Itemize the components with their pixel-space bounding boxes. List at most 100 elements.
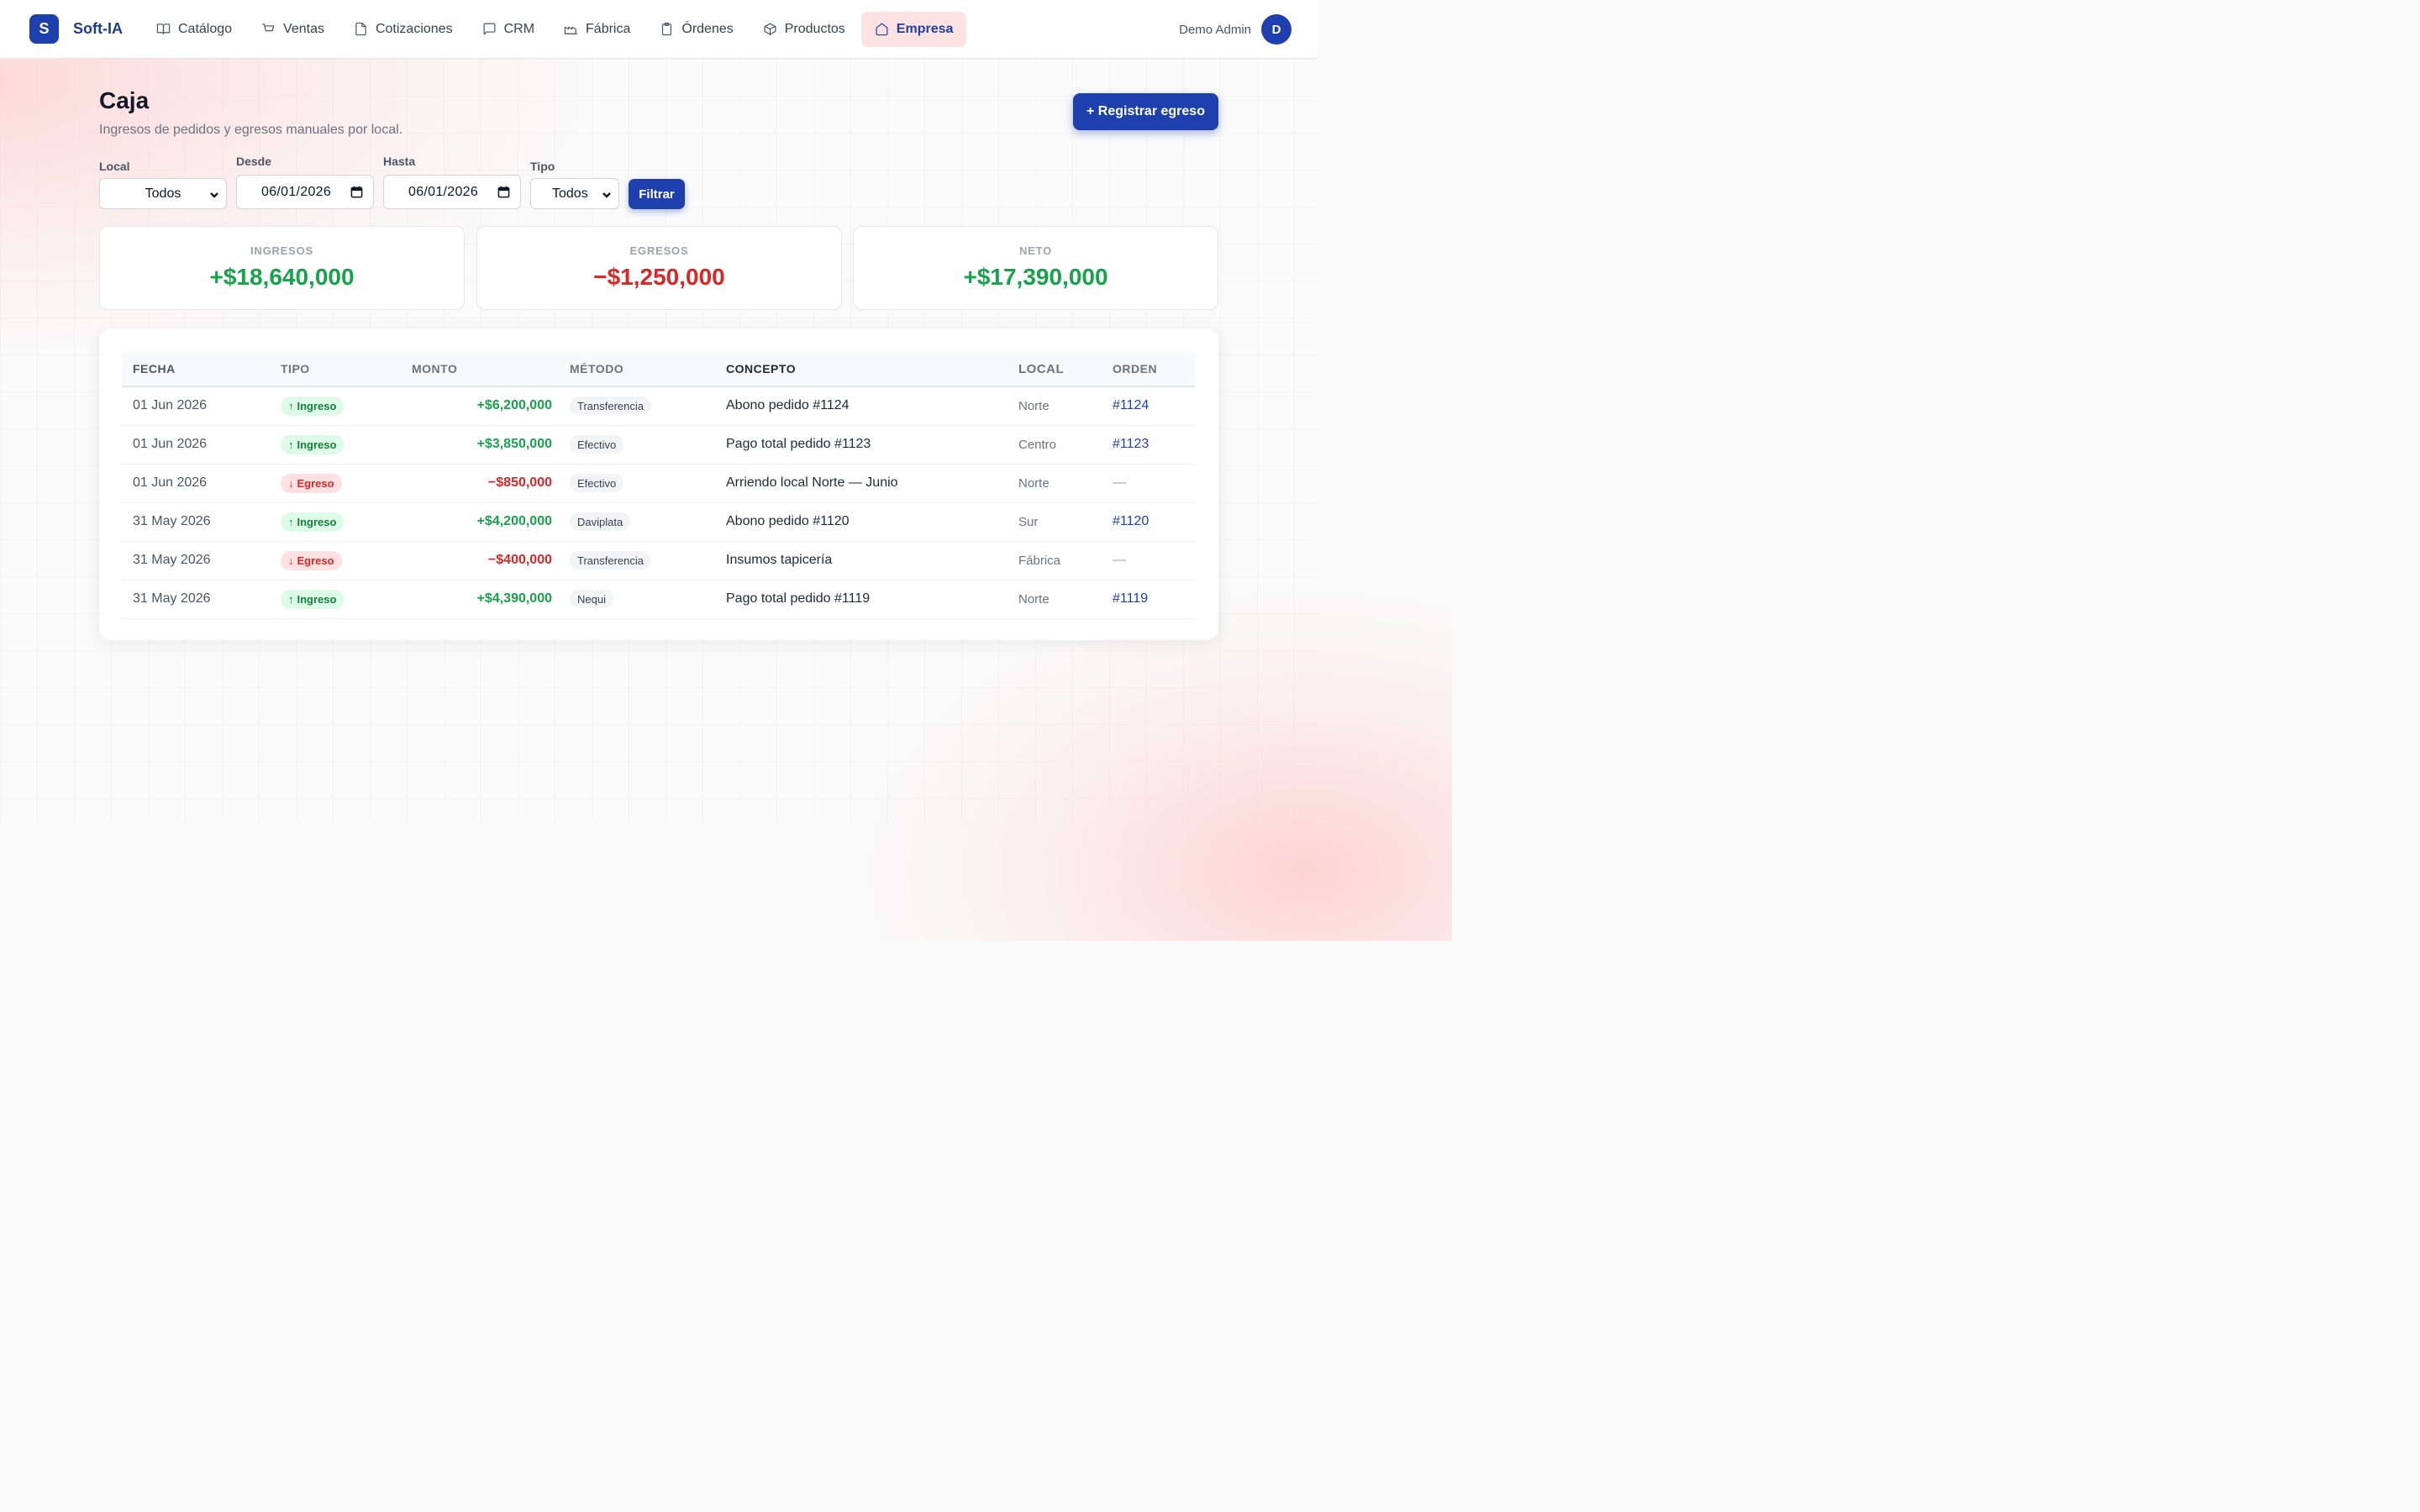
tipo-badge: ↑ Ingreso	[281, 434, 345, 454]
header-concepto[interactable]: CONCEPTO	[726, 362, 797, 375]
tipo-badge: ↑ Ingreso	[281, 396, 345, 416]
metodo-badge: Transferencia	[570, 396, 651, 416]
local-label: Local	[99, 160, 130, 173]
nav-item-label: Catálogo	[177, 21, 233, 36]
user-menu[interactable]: Demo Admin D	[1179, 14, 1292, 45]
transactions-table: FECHA TIPO MONTO MÉTODO CONCEPTO LOCAL O…	[122, 352, 1196, 619]
document-icon	[355, 22, 366, 36]
table-row[interactable]: 01 Jun 2026 ↑ Ingreso +$6,200,000 Transferen…	[122, 386, 1196, 425]
tipo-badge-label: Ingreso	[297, 515, 337, 528]
calendar-icon[interactable]	[350, 186, 363, 198]
nav-item-catalogo[interactable]: Catálogo	[143, 12, 245, 47]
cell-monto: −$400,000	[487, 553, 552, 567]
nav-item-ordenes[interactable]: Órdenes	[646, 12, 746, 47]
app-name: Soft-IA	[73, 20, 123, 37]
chat-icon	[483, 23, 496, 35]
cell-monto: +$3,850,000	[476, 437, 552, 451]
app-logo[interactable]: S Soft-IA	[29, 14, 123, 44]
background-glow	[864, 588, 1452, 941]
header-local[interactable]: LOCAL	[1018, 361, 1065, 376]
order-link[interactable]: #1124	[1113, 398, 1150, 413]
tipo-label: Tipo	[530, 160, 555, 173]
metodo-badge: Efectivo	[570, 435, 624, 454]
cell-local: Norte	[1018, 591, 1050, 606]
cell-monto: +$4,200,000	[476, 514, 552, 528]
cell-monto: +$4,390,000	[476, 591, 552, 606]
cell-metodo: Efectivo	[570, 425, 726, 464]
nav-item-ventas[interactable]: Ventas	[248, 12, 338, 47]
cell-metodo: Efectivo	[570, 464, 726, 502]
cell-tipo: ↑ Ingreso	[281, 425, 412, 464]
header-orden[interactable]: ORDEN	[1113, 362, 1158, 375]
cell-fecha: 31 May 2026	[133, 553, 211, 567]
arrow-down-icon: ↓	[288, 554, 294, 567]
table-row[interactable]: 31 May 2026 ↑ Ingreso +$4,390,000 Nequi Pago …	[122, 580, 1196, 618]
box-icon	[764, 23, 776, 36]
calendar-icon[interactable]	[497, 186, 510, 198]
tipo-select[interactable]: Todos	[530, 178, 619, 209]
cell-metodo: Daviplata	[570, 502, 726, 541]
header-metodo[interactable]: MÉTODO	[570, 362, 624, 375]
nav-item-label: Fábrica	[586, 21, 631, 36]
clipboard-icon	[662, 22, 672, 36]
ingresos-value: +$18,640,000	[209, 264, 355, 290]
cell-tipo: ↑ Ingreso	[281, 386, 412, 425]
desde-label: Desde	[236, 155, 272, 168]
cell-local: Centro	[1018, 437, 1057, 452]
table-row[interactable]: 31 May 2026 ↓ Egreso −$400,000 Transferencia…	[122, 541, 1196, 580]
register-expense-button[interactable]: + Registrar egreso	[1073, 93, 1218, 130]
cell-tipo: ↑ Ingreso	[281, 580, 412, 618]
cell-monto: −$850,000	[487, 475, 552, 490]
tipo-badge-label: Egreso	[297, 554, 334, 567]
cell-concepto: Insumos tapicería	[726, 553, 833, 567]
table-row[interactable]: 01 Jun 2026 ↓ Egreso −$850,000 Efectivo Arrie…	[122, 464, 1196, 502]
local-select[interactable]: Todos	[99, 178, 227, 209]
cell-local: Fábrica	[1018, 553, 1061, 568]
avatar[interactable]: D	[1261, 14, 1292, 45]
hasta-date-input[interactable]: 06/01/2026	[383, 175, 521, 209]
nav-item-empresa[interactable]: Empresa	[860, 11, 967, 47]
factory-icon	[564, 26, 578, 34]
page-title: Caja	[99, 87, 150, 113]
order-link[interactable]: #1119	[1113, 591, 1149, 606]
tipo-badge: ↑ Ingreso	[281, 589, 345, 609]
tipo-badge-label: Egreso	[297, 476, 334, 490]
cell-local: Sur	[1018, 514, 1039, 529]
nav-item-productos[interactable]: Productos	[750, 12, 859, 47]
cell-orden: #1124	[1113, 386, 1196, 425]
nav-item-label: Ventas	[283, 21, 324, 36]
nav-item-crm[interactable]: CRM	[469, 12, 548, 47]
cell-local: Norte	[1018, 398, 1050, 413]
order-link[interactable]: #1123	[1113, 437, 1150, 451]
cell-metodo: Transferencia	[570, 541, 726, 580]
neto-value: +$17,390,000	[963, 264, 1108, 290]
desde-date-input[interactable]: 06/01/2026	[236, 175, 374, 209]
table-row[interactable]: 31 May 2026 ↑ Ingreso +$4,200,000 Daviplata A…	[122, 502, 1196, 541]
top-navbar: S Soft-IA Catálogo Ventas Cotizaciones C…	[0, 0, 1318, 59]
cell-concepto: Arriendo local Norte — Junio	[726, 475, 898, 490]
book-icon	[156, 24, 171, 34]
nav-item-label: Órdenes	[681, 21, 734, 36]
ingresos-label: INGRESOS	[250, 244, 314, 257]
egresos-card: EGRESOS −$1,250,000	[476, 226, 842, 310]
nav-item-fabrica[interactable]: Fábrica	[550, 12, 644, 47]
ingresos-card: INGRESOS +$18,640,000	[99, 226, 465, 310]
nav-item-label: Productos	[784, 21, 845, 36]
order-link[interactable]: #1120	[1113, 514, 1150, 528]
main-nav: Catálogo Ventas Cotizaciones CRM Fábrica…	[143, 11, 969, 47]
header-tipo[interactable]: TIPO	[281, 362, 310, 375]
nav-item-cotizaciones[interactable]: Cotizaciones	[340, 12, 466, 47]
cell-fecha: 01 Jun 2026	[133, 475, 208, 490]
nav-item-label: CRM	[503, 21, 535, 36]
order-empty: —	[1113, 553, 1126, 567]
cell-metodo: Nequi	[570, 580, 726, 618]
nav-item-label: Cotizaciones	[375, 21, 453, 36]
hasta-label: Hasta	[383, 155, 416, 168]
filter-button[interactable]: Filtrar	[629, 179, 685, 209]
table-row[interactable]: 01 Jun 2026 ↑ Ingreso +$3,850,000 Efectivo Pa…	[122, 425, 1196, 464]
table-header-row: FECHA TIPO MONTO MÉTODO CONCEPTO LOCAL O…	[122, 352, 1196, 386]
arrow-up-icon: ↑	[288, 592, 294, 606]
header-monto[interactable]: MONTO	[412, 362, 458, 375]
arrow-up-icon: ↑	[288, 515, 294, 528]
header-fecha[interactable]: FECHA	[133, 362, 176, 375]
